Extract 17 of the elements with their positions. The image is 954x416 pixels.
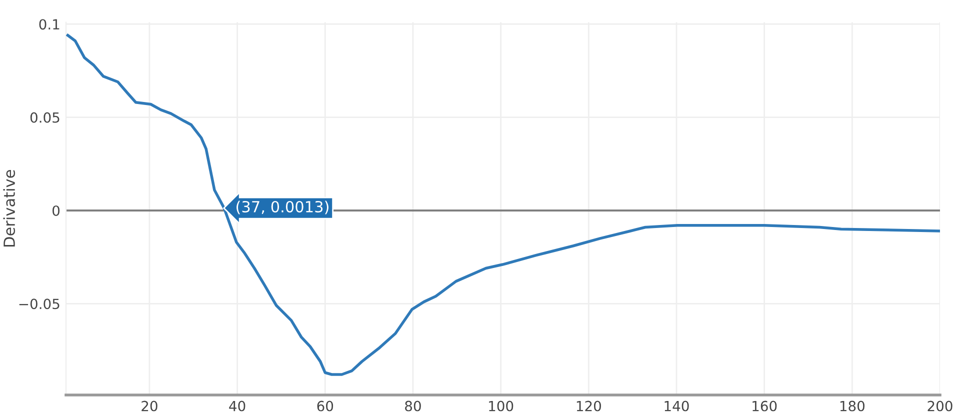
y-tick-label: 0.1: [39, 19, 60, 30]
x-tick-label: 40: [229, 400, 246, 412]
x-tick-label: 20: [142, 400, 158, 412]
y-axis-title: Derivative: [3, 170, 16, 247]
x-tick-label: 80: [405, 400, 421, 412]
x-tick-label: 60: [317, 400, 334, 412]
y-tick-label: 0.05: [30, 112, 60, 123]
y-tick-label: 0: [52, 205, 60, 216]
line-series: [66, 34, 940, 376]
annotation: (37, 0.0013): [236, 200, 328, 214]
x-tick-label: 180: [840, 400, 864, 412]
x-tick-label: 120: [576, 400, 601, 412]
x-tick-label: 140: [664, 400, 689, 412]
x-tick-label: 200: [928, 400, 952, 412]
y-tick-label: −0.05: [19, 298, 60, 310]
x-tick-label: 100: [489, 400, 514, 412]
x-tick-label: 160: [752, 400, 777, 412]
